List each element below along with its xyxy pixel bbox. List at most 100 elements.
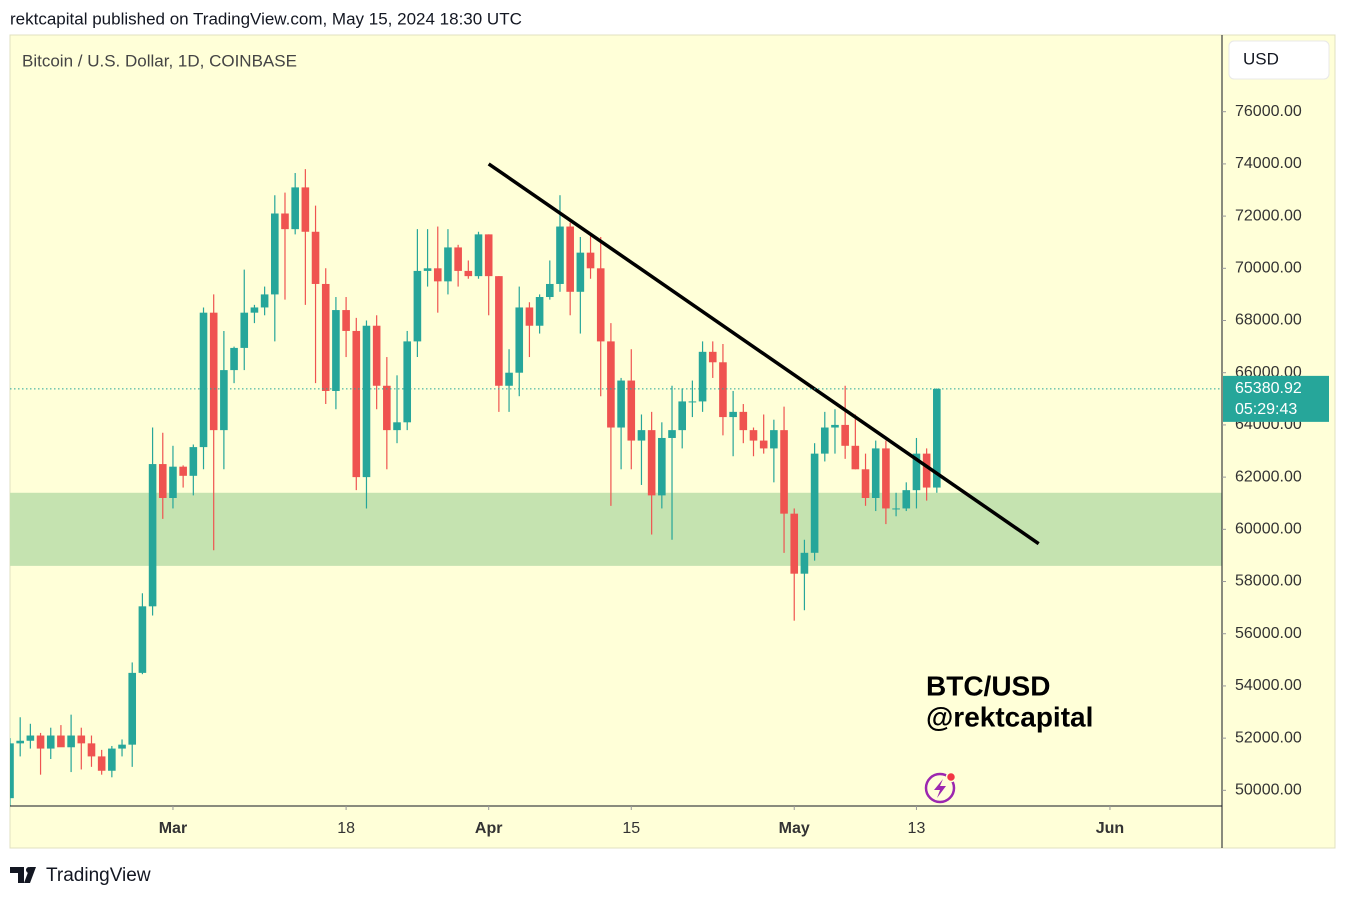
- candle-body: [698, 351, 707, 402]
- candle-body: [495, 276, 503, 386]
- candle-body: [596, 268, 605, 342]
- tradingview-logo[interactable]: TradingView: [10, 865, 151, 886]
- candle-body: [851, 445, 860, 470]
- candle-body: [902, 490, 911, 509]
- y-tick-label: 54000.00: [1235, 677, 1302, 694]
- candle-body: [545, 283, 554, 298]
- candle-body: [617, 380, 625, 428]
- candle-body: [607, 341, 615, 428]
- y-tick-label: 62000.00: [1235, 468, 1302, 485]
- x-tick-label: May: [779, 820, 810, 837]
- candle-body: [729, 411, 737, 418]
- plot-area: [10, 162, 1222, 806]
- y-tick-label: 60000.00: [1235, 521, 1302, 538]
- candle-body: [199, 312, 208, 448]
- candle-body: [515, 307, 524, 373]
- candle-body: [810, 453, 819, 553]
- candle-body: [403, 341, 412, 423]
- candle-body: [250, 307, 259, 313]
- candle-body: [423, 268, 432, 271]
- chart-title: Bitcoin / U.S. Dollar, 1D, COINBASE: [22, 51, 297, 70]
- candle-body: [362, 325, 371, 478]
- candle-body: [220, 370, 228, 431]
- candle-body: [444, 247, 452, 282]
- candle-body: [108, 748, 116, 771]
- candle-body: [281, 213, 289, 230]
- candle-body: [36, 735, 45, 749]
- candle-body: [209, 312, 218, 431]
- candle-body: [332, 310, 340, 391]
- candle-body: [861, 469, 870, 498]
- candle-body: [678, 401, 687, 431]
- candle-body: [770, 430, 778, 449]
- trendline: [487, 162, 1040, 546]
- candle-body: [26, 735, 35, 741]
- candle-body: [892, 508, 900, 510]
- flash-icon[interactable]: [924, 771, 957, 804]
- x-tick-label: Mar: [159, 820, 187, 837]
- currency-button[interactable]: [1228, 40, 1330, 80]
- candle-body: [912, 453, 921, 491]
- candle-body: [128, 672, 137, 745]
- candle-body: [759, 440, 768, 449]
- candle-body: [566, 226, 574, 292]
- logo-text[interactable]: TradingView: [46, 865, 151, 886]
- candle-body: [57, 735, 65, 748]
- y-tick-label: 74000.00: [1235, 155, 1302, 172]
- last-price-label: 65380.92: [1235, 380, 1302, 397]
- candle-body: [525, 307, 534, 326]
- candle-body: [271, 213, 279, 295]
- x-tick-label: Jun: [1096, 820, 1124, 837]
- candle-body: [535, 297, 544, 326]
- header: rektcapital published on TradingView.com…: [10, 9, 522, 28]
- candle-body: [749, 430, 758, 441]
- y-tick-label: 52000.00: [1235, 729, 1302, 746]
- candle-body: [719, 362, 727, 418]
- candle-body: [922, 453, 931, 488]
- currency[interactable]: USD: [1243, 49, 1279, 68]
- candle-body: [97, 756, 106, 771]
- watermark: BTC/USD: [926, 670, 1050, 701]
- candle-body: [46, 735, 55, 749]
- candle-body: [841, 424, 849, 446]
- candle-body: [474, 234, 483, 277]
- candle-body: [16, 740, 24, 744]
- candle-body: [800, 552, 809, 574]
- candle-body: [158, 464, 167, 498]
- candle-body: [230, 347, 238, 371]
- candle-body: [301, 187, 310, 232]
- watermark: @rektcapital: [926, 701, 1093, 732]
- candle-body: [688, 401, 697, 403]
- candle-body: [260, 294, 269, 308]
- x-tick-label: 13: [908, 820, 926, 837]
- candle-body: [556, 226, 564, 284]
- candle-body: [118, 744, 126, 749]
- candle-body: [708, 351, 717, 363]
- y-tick-label: 76000.00: [1235, 103, 1302, 120]
- candle-body: [148, 464, 157, 607]
- candle-body: [871, 448, 880, 498]
- candle-body: [372, 325, 381, 386]
- candle-body: [831, 424, 839, 428]
- candle-body: [67, 735, 75, 748]
- candle-body: [87, 743, 96, 757]
- candle-body: [321, 283, 330, 391]
- x-tick-label: 15: [622, 820, 640, 837]
- candle-body: [454, 247, 462, 271]
- candle-body: [413, 270, 422, 342]
- y-tick-label: 58000.00: [1235, 573, 1302, 590]
- candle-body: [780, 430, 788, 514]
- x-tick-label: 18: [337, 820, 355, 837]
- candle-body: [668, 430, 676, 438]
- candle-body: [790, 513, 799, 574]
- support-zone: [10, 492, 1222, 566]
- candle-body: [627, 380, 636, 441]
- y-tick-label: 50000.00: [1235, 782, 1302, 799]
- candle-body: [393, 422, 401, 431]
- candle-body: [352, 330, 361, 478]
- candle-body: [138, 606, 147, 673]
- y-tick-label: 72000.00: [1235, 207, 1302, 224]
- candle-body: [933, 388, 941, 488]
- candle-body: [739, 411, 748, 431]
